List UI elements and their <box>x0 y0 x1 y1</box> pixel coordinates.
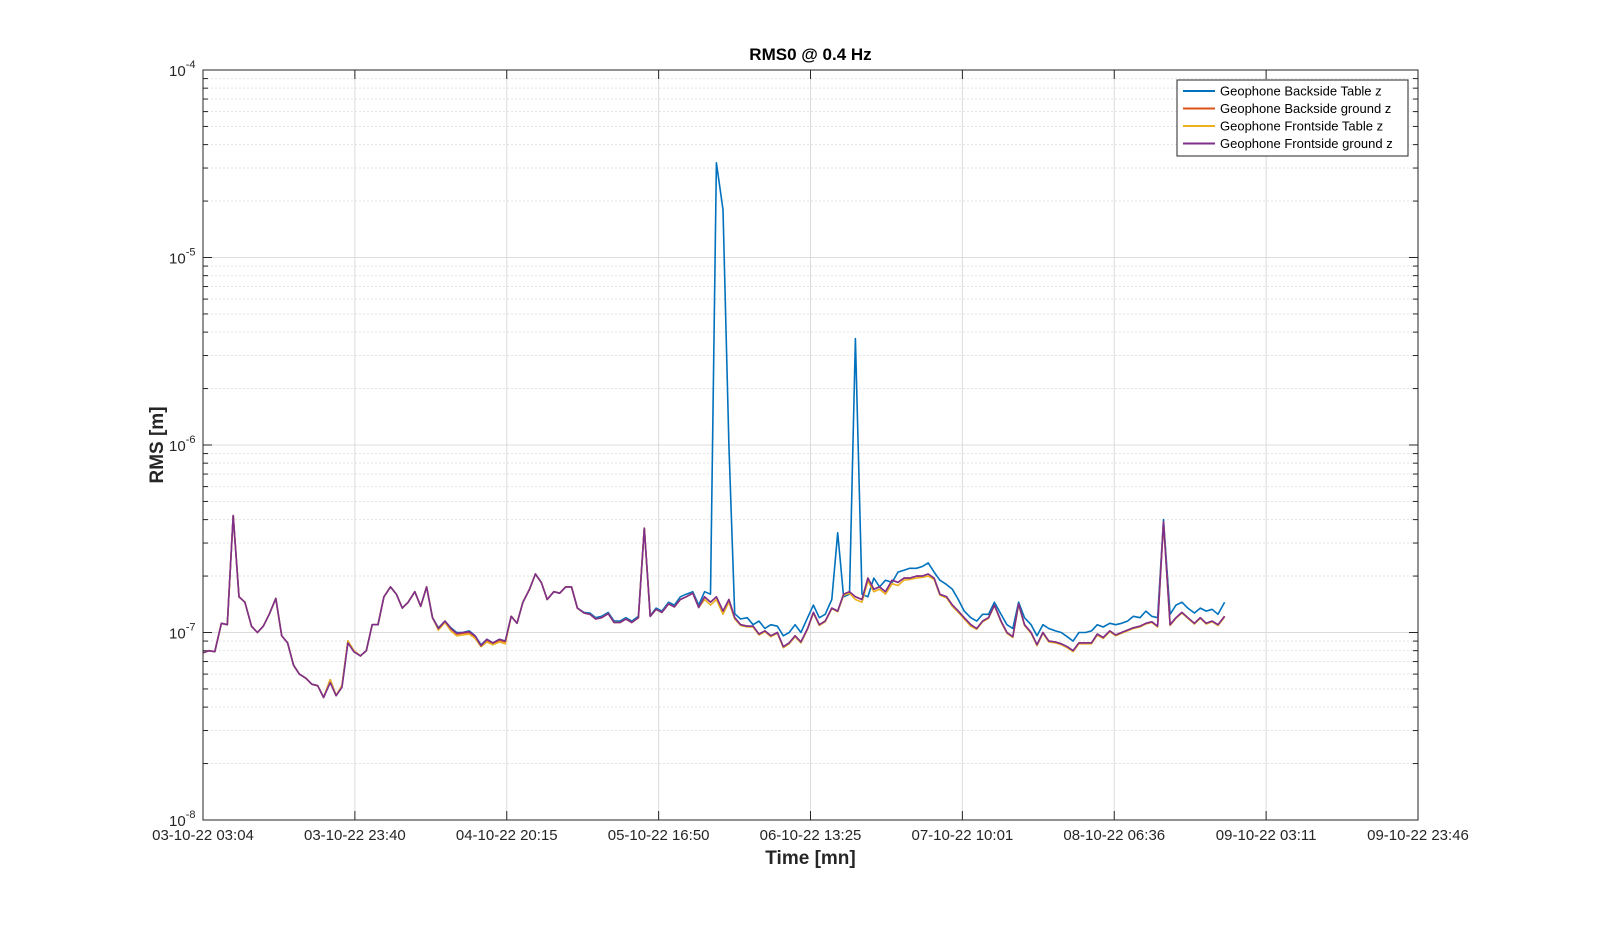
x-tick-label: 05-10-22 16:50 <box>608 827 710 844</box>
x-axis: 03-10-22 03:04 03-10-22 23:40 04-10-22 20:… <box>152 70 1469 844</box>
x-tick-label: 09-10-22 23:46 <box>1367 827 1469 844</box>
x-tick-label: 03-10-22 23:40 <box>304 827 406 844</box>
y-tick-exponent: -8 <box>186 809 196 821</box>
legend-label: Geophone Backside ground z <box>1220 101 1391 116</box>
y-tick-label: 10-7 <box>169 622 195 643</box>
y-tick-label: 10-5 <box>169 247 195 268</box>
y-tick-base: 10 <box>169 813 186 830</box>
x-tick-label: 09-10-22 03:11 <box>1216 827 1317 844</box>
y-tick-label: 10-6 <box>169 434 195 455</box>
x-tick-label: 07-10-22 10:01 <box>912 827 1014 844</box>
y-axis-title: RMS [m] <box>147 406 168 483</box>
y-tick-base: 10 <box>169 626 186 643</box>
y-tick-exponent: -5 <box>186 247 196 259</box>
legend-box <box>1176 79 1409 157</box>
y-tick-exponent: -7 <box>186 622 196 634</box>
legend: Geophone Backside Table z Geophone Backsi… <box>1176 79 1409 157</box>
minor-grid <box>203 78 1418 765</box>
x-tick-label: 06-10-22 13:25 <box>760 827 862 844</box>
series-line <box>202 514 1226 699</box>
y-tick-label: 10-4 <box>169 59 195 80</box>
y-tick-exponent: -4 <box>186 59 196 71</box>
legend-label: Geophone Frontside ground z <box>1220 136 1393 151</box>
x-axis-title: Time [mn] <box>765 848 855 869</box>
y-tick-base: 10 <box>169 251 186 268</box>
y-axis: 10-810-710-610-510-4 <box>169 59 1418 830</box>
series-layer <box>202 162 1226 699</box>
y-tick-label: 10-8 <box>169 809 195 830</box>
x-tick-label: 03-10-22 03:04 <box>152 827 254 844</box>
y-tick-base: 10 <box>169 438 186 455</box>
legend-label: Geophone Backside Table z <box>1220 84 1382 99</box>
x-tick-label: 04-10-22 20:15 <box>456 827 558 844</box>
legend-label: Geophone Frontside Table z <box>1220 119 1383 134</box>
chart-title: RMS0 @ 0.4 Hz <box>749 45 871 64</box>
x-tick-label: 08-10-22 06:36 <box>1063 827 1165 844</box>
y-tick-exponent: -6 <box>186 434 196 446</box>
y-tick-base: 10 <box>169 63 186 80</box>
